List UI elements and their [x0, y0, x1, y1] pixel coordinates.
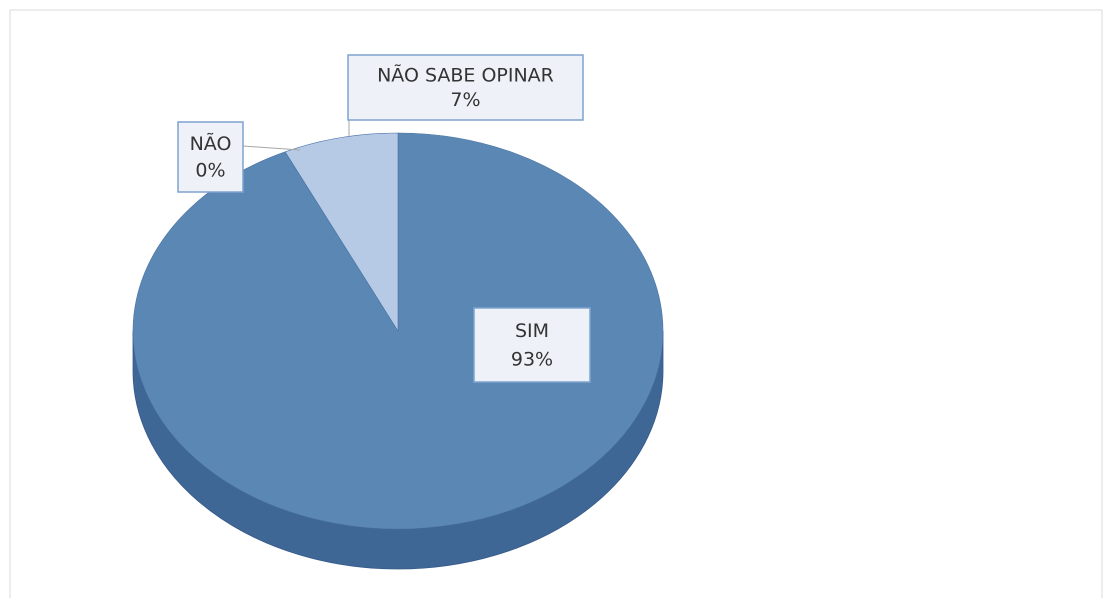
- data-label-category: NÃO SABE OPINAR: [377, 63, 554, 86]
- data-label-box: [177, 121, 244, 193]
- leader-line: [242, 145, 301, 151]
- data-label-value: 93%: [511, 348, 553, 370]
- slice: [284, 132, 399, 333]
- data-label-value: 7%: [450, 89, 480, 111]
- data-label-box: [347, 54, 584, 121]
- data-label-box: [473, 307, 591, 383]
- data-label-category: SIM: [515, 320, 549, 342]
- data-label-value: 0%: [195, 160, 225, 182]
- data-label-category: NÃO: [190, 132, 232, 155]
